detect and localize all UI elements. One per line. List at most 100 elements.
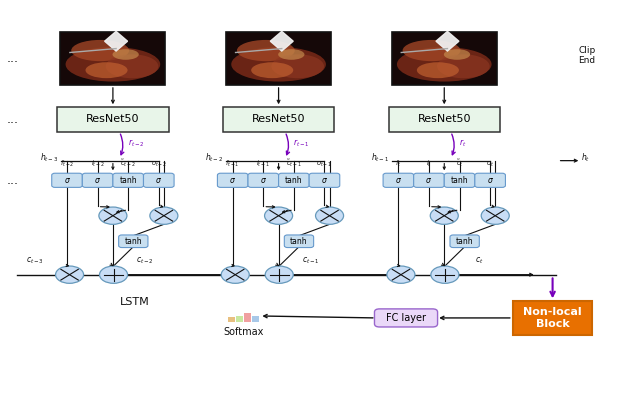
Text: $\tilde{c}_{t-2}$: $\tilde{c}_{t-2}$	[120, 158, 136, 169]
Text: $h_t$: $h_t$	[581, 151, 590, 164]
Ellipse shape	[417, 62, 459, 78]
Bar	[252, 316, 259, 322]
Text: ResNet50: ResNet50	[417, 114, 471, 124]
Bar	[228, 317, 235, 322]
Text: ...: ...	[6, 174, 19, 187]
FancyBboxPatch shape	[374, 309, 438, 327]
Text: $i_{t-2}$: $i_{t-2}$	[91, 159, 104, 169]
Circle shape	[56, 266, 84, 283]
Circle shape	[99, 207, 127, 225]
Ellipse shape	[71, 40, 129, 61]
FancyBboxPatch shape	[450, 235, 479, 248]
Circle shape	[100, 266, 127, 283]
Bar	[388, 107, 500, 131]
Text: $\sigma$: $\sigma$	[229, 176, 236, 185]
Circle shape	[316, 207, 344, 225]
FancyBboxPatch shape	[83, 173, 113, 187]
Circle shape	[265, 266, 293, 283]
Ellipse shape	[231, 47, 326, 82]
Circle shape	[221, 266, 249, 283]
Ellipse shape	[86, 62, 127, 78]
Polygon shape	[270, 31, 293, 51]
Text: $\sigma$: $\sigma$	[94, 176, 101, 185]
Text: $i_t$: $i_t$	[426, 159, 432, 169]
Ellipse shape	[403, 40, 460, 61]
Text: $\tilde{c}_{t-1}$: $\tilde{c}_{t-1}$	[286, 158, 302, 169]
FancyBboxPatch shape	[383, 173, 413, 187]
Text: $\sigma$: $\sigma$	[260, 176, 267, 185]
FancyBboxPatch shape	[278, 173, 309, 187]
Bar	[57, 107, 169, 131]
Ellipse shape	[271, 54, 324, 78]
Ellipse shape	[113, 49, 139, 60]
Bar	[236, 316, 243, 322]
Text: $\sigma$: $\sigma$	[426, 176, 433, 185]
Text: Non-local
Block: Non-local Block	[524, 307, 582, 329]
Text: $f_{t-2}$: $f_{t-2}$	[60, 159, 74, 169]
Text: $h_{t-2}$: $h_{t-2}$	[205, 151, 224, 164]
FancyBboxPatch shape	[413, 173, 444, 187]
Polygon shape	[104, 31, 127, 51]
Text: $c_{t-1}$: $c_{t-1}$	[301, 255, 319, 266]
Text: $c_t$: $c_t$	[475, 255, 484, 266]
Bar	[226, 32, 331, 85]
Text: tanh: tanh	[451, 176, 468, 185]
Text: $\sigma$: $\sigma$	[486, 176, 493, 185]
Text: $c_{t-3}$: $c_{t-3}$	[26, 255, 44, 266]
Text: $o_{t-2}$: $o_{t-2}$	[151, 160, 167, 169]
FancyBboxPatch shape	[444, 173, 475, 187]
Text: ResNet50: ResNet50	[86, 114, 140, 124]
Ellipse shape	[65, 47, 160, 82]
Circle shape	[264, 207, 292, 225]
Text: tanh: tanh	[290, 237, 308, 246]
Text: $\sigma$: $\sigma$	[395, 176, 402, 185]
Circle shape	[481, 207, 509, 225]
Ellipse shape	[397, 47, 492, 82]
FancyBboxPatch shape	[475, 173, 506, 187]
Text: ...: ...	[6, 113, 19, 126]
Ellipse shape	[251, 62, 293, 78]
Text: $\sigma$: $\sigma$	[156, 176, 163, 185]
Text: ResNet50: ResNet50	[252, 114, 305, 124]
Bar	[244, 313, 251, 322]
Ellipse shape	[278, 49, 305, 60]
Text: $o_{t-1}$: $o_{t-1}$	[316, 160, 333, 169]
Text: $\tilde{c}_t$: $\tilde{c}_t$	[456, 158, 463, 169]
Bar	[392, 32, 497, 85]
Ellipse shape	[106, 54, 158, 78]
Text: Clip
End: Clip End	[578, 46, 595, 65]
Circle shape	[430, 207, 458, 225]
FancyBboxPatch shape	[309, 173, 340, 187]
Text: $\sigma$: $\sigma$	[321, 176, 328, 185]
FancyBboxPatch shape	[248, 173, 278, 187]
Circle shape	[431, 266, 459, 283]
Text: $r_{t-2}$: $r_{t-2}$	[127, 137, 144, 149]
Text: tanh: tanh	[285, 176, 303, 185]
Circle shape	[150, 207, 178, 225]
Text: $h_{t-3}$: $h_{t-3}$	[40, 151, 58, 164]
FancyBboxPatch shape	[113, 173, 143, 187]
Circle shape	[387, 266, 415, 283]
Bar	[513, 301, 593, 335]
Text: $c_{t-2}$: $c_{t-2}$	[136, 255, 154, 266]
Text: $f_t$: $f_t$	[396, 159, 401, 169]
Text: $f_{t-1}$: $f_{t-1}$	[225, 159, 240, 169]
FancyBboxPatch shape	[52, 173, 83, 187]
Bar	[223, 107, 334, 131]
Ellipse shape	[444, 49, 470, 60]
Text: $r_t$: $r_t$	[459, 137, 467, 149]
Text: $h_{t-1}$: $h_{t-1}$	[371, 151, 390, 164]
Polygon shape	[436, 31, 459, 51]
Text: FC layer: FC layer	[386, 313, 426, 323]
Text: tanh: tanh	[456, 237, 474, 246]
Ellipse shape	[437, 54, 490, 78]
FancyBboxPatch shape	[118, 235, 148, 248]
Text: $\sigma$: $\sigma$	[63, 176, 70, 185]
Text: LSTM: LSTM	[120, 297, 150, 307]
Ellipse shape	[237, 40, 295, 61]
Text: tanh: tanh	[125, 237, 142, 246]
Text: tanh: tanh	[120, 176, 137, 185]
Text: $r_{t-1}$: $r_{t-1}$	[293, 137, 310, 149]
Bar	[60, 32, 166, 85]
FancyBboxPatch shape	[218, 173, 248, 187]
